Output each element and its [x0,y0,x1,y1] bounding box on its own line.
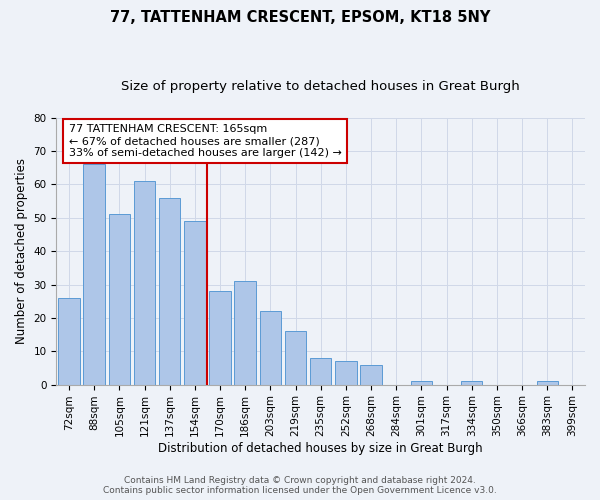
Title: Size of property relative to detached houses in Great Burgh: Size of property relative to detached ho… [121,80,520,93]
Text: Contains HM Land Registry data © Crown copyright and database right 2024.
Contai: Contains HM Land Registry data © Crown c… [103,476,497,495]
Bar [536,382,558,384]
Text: 77, TATTENHAM CRESCENT, EPSOM, KT18 5NY: 77, TATTENHAM CRESCENT, EPSOM, KT18 5NY [110,10,490,25]
Bar [83,164,105,384]
Bar [58,298,80,384]
Bar [285,331,306,384]
Bar [260,311,281,384]
Bar [410,382,432,384]
X-axis label: Distribution of detached houses by size in Great Burgh: Distribution of detached houses by size … [158,442,483,455]
Bar [361,364,382,384]
Bar [159,198,181,384]
Bar [235,281,256,384]
Bar [184,221,206,384]
Bar [461,382,482,384]
Bar [109,214,130,384]
Bar [209,291,231,384]
Bar [310,358,331,384]
Text: 77 TATTENHAM CRESCENT: 165sqm
← 67% of detached houses are smaller (287)
33% of : 77 TATTENHAM CRESCENT: 165sqm ← 67% of d… [69,124,342,158]
Y-axis label: Number of detached properties: Number of detached properties [15,158,28,344]
Bar [335,362,356,384]
Bar [134,181,155,384]
